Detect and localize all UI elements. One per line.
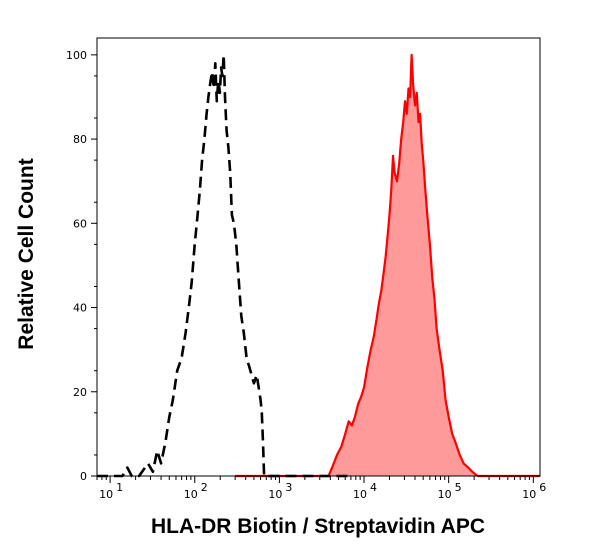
x-tick-label-4: 10 [353, 488, 367, 501]
x-tick-exp-1: 1 [116, 481, 123, 494]
y-tick-label-100: 100 [66, 49, 87, 62]
y-tick-label-40: 40 [73, 302, 87, 315]
x-tick-exp-3: 3 [285, 481, 292, 494]
y-tick-label-80: 80 [73, 133, 87, 146]
x-tick-label-6: 10 [522, 488, 536, 501]
y-axis-title: Relative Cell Count [15, 158, 38, 349]
x-tick-label-5: 10 [438, 488, 452, 501]
x-tick-label-3: 10 [268, 488, 282, 501]
plot-frame [96, 37, 541, 477]
series-1-line [235, 53, 540, 478]
x-tick-exp-6: 6 [539, 481, 546, 494]
x-tick-label-2: 10 [184, 488, 198, 501]
y-axis: 0 20 40 60 80 100 [66, 49, 97, 483]
x-tick-label-1: 10 [99, 488, 113, 501]
series-1-fill [235, 54, 540, 477]
x-tick-exp-4: 4 [370, 481, 377, 494]
x-axis-title: HLA-DR Biotin / Streptavidin APC [151, 515, 485, 538]
y-tick-label-60: 60 [73, 217, 87, 230]
x-tick-exp-5: 5 [455, 481, 462, 494]
series-0-line [97, 53, 351, 478]
y-tick-label-20: 20 [73, 386, 87, 399]
plot-area [97, 53, 540, 478]
x-tick-exp-2: 2 [201, 481, 208, 494]
y-tick-label-0: 0 [80, 470, 87, 483]
